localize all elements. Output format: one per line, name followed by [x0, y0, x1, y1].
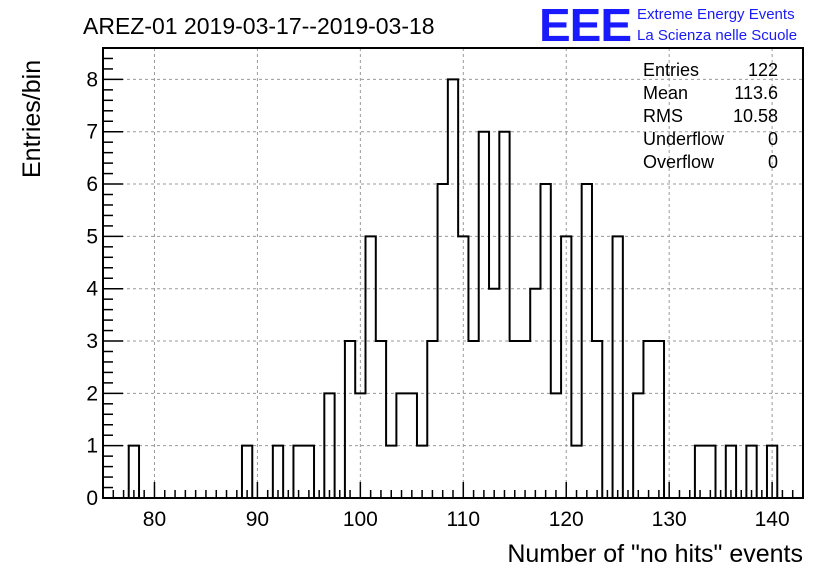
y-tick-label: 4 [86, 278, 98, 301]
histogram-outline [127, 78, 779, 498]
histogram-bin [366, 236, 376, 498]
brand-line-2: La Scienza nelle Scuole [637, 27, 797, 44]
x-tick-labels: 80 90 100 110 120 130 140 [143, 508, 790, 531]
stat-rms-label: RMS [643, 106, 683, 126]
x-axis-label: Number of "no hits" events [507, 540, 803, 568]
y-axis-label: Entries/bin [18, 60, 46, 178]
x-tick-label: 140 [755, 508, 790, 531]
x-tick-label: 120 [549, 508, 584, 531]
histogram-bin [396, 393, 406, 498]
histogram-bin [489, 289, 499, 498]
histogram-bin [458, 236, 468, 498]
histogram-bin [561, 236, 571, 498]
stat-entries-value: 122 [748, 60, 778, 80]
histogram-bin [592, 341, 602, 498]
eee-logo: EEE [539, 0, 631, 51]
stat-overflow-label: Overflow [643, 152, 715, 172]
histogram-bin [613, 236, 623, 498]
y-tick-label: 3 [86, 330, 98, 353]
histogram-bin [376, 341, 386, 498]
y-tick-label: 2 [86, 382, 98, 405]
histogram-bin [582, 184, 592, 498]
stat-rms-value: 10.58 [733, 106, 778, 126]
histogram-bin [530, 289, 540, 498]
histogram-bin [427, 341, 437, 498]
x-tick-label: 80 [143, 508, 166, 531]
stat-underflow-label: Underflow [643, 129, 725, 149]
grid-lines [103, 48, 803, 498]
y-tick-labels: 0 1 2 3 4 5 6 7 8 [86, 68, 98, 510]
stats-box: Entries 122 Mean 113.6 RMS 10.58 Underfl… [643, 60, 778, 172]
stat-overflow-value: 0 [768, 152, 778, 172]
x-tick-label: 130 [652, 508, 687, 531]
chart-title: AREZ-01 2019-03-17--2019-03-18 [83, 13, 435, 39]
stat-underflow-value: 0 [768, 129, 778, 149]
stat-mean-label: Mean [643, 83, 688, 103]
stat-entries-label: Entries [643, 60, 699, 80]
y-tick-label: 7 [86, 121, 98, 144]
histogram-bin [438, 184, 448, 498]
brand-line-1: Extreme Energy Events [637, 6, 795, 23]
histogram-bin [448, 79, 458, 498]
histogram-bin [345, 341, 355, 498]
histogram-bin [654, 341, 664, 498]
histogram-bin [633, 393, 643, 498]
histogram-bin [407, 393, 417, 498]
axis-ticks [102, 47, 804, 499]
stat-mean-value: 113.6 [734, 83, 778, 103]
y-tick-label: 1 [86, 435, 98, 458]
y-tick-label: 8 [86, 68, 98, 91]
histogram-bin [551, 393, 561, 498]
y-tick-label: 5 [86, 225, 98, 248]
histogram-bin [643, 341, 653, 498]
x-tick-label: 90 [246, 508, 269, 531]
x-tick-label: 100 [343, 508, 378, 531]
histogram-bin [541, 184, 551, 498]
histogram-bin [324, 393, 334, 498]
histogram-bin [510, 341, 520, 498]
y-tick-label: 6 [86, 173, 98, 196]
histogram-bin [479, 132, 489, 498]
x-tick-label: 110 [447, 508, 480, 531]
histogram-bin [499, 132, 509, 498]
histogram-bin [468, 341, 478, 498]
y-tick-label: 0 [86, 487, 98, 510]
histogram-bin [520, 341, 530, 498]
